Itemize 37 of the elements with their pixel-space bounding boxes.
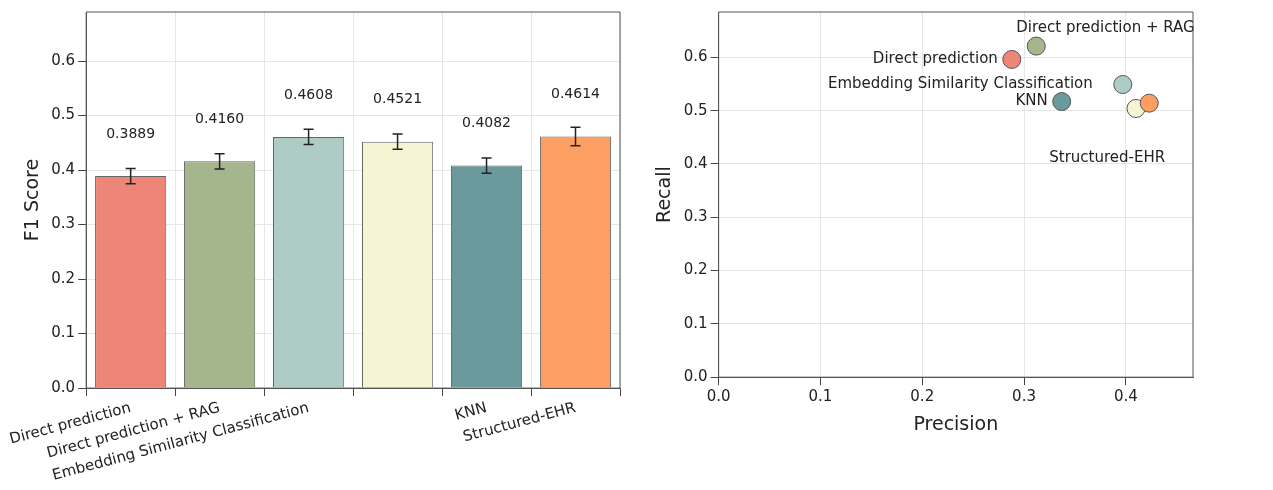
- y-tick-label: 0.2: [683, 260, 708, 279]
- y-axis-title: Recall: [652, 166, 675, 223]
- data-label: 0.4614: [551, 85, 601, 102]
- y-tick-label: 0.5: [683, 100, 708, 119]
- x-tick-label: 0.0: [706, 387, 731, 406]
- data-label: 0.4160: [195, 109, 245, 126]
- y-tick-label: 0.1: [51, 323, 76, 342]
- x-tick-label: 0.4: [1113, 387, 1138, 406]
- y-tick-label: 0.6: [51, 50, 76, 69]
- data-label: 0.4082: [462, 114, 512, 131]
- data-label: 0.4608: [284, 85, 334, 102]
- y-tick-label: 0.4: [683, 153, 708, 172]
- data-label: 0.4521: [373, 90, 423, 107]
- y-tick-label: 0.3: [683, 207, 708, 226]
- y-tick-label: 0.1: [683, 313, 708, 332]
- point: [1002, 49, 1022, 69]
- annotation: Embedding Similarity Classification: [827, 74, 1093, 93]
- y-tick-label: 0.2: [51, 268, 76, 287]
- y-tick-label: 0.4: [51, 159, 76, 178]
- y-tick-label: 0.3: [51, 214, 76, 233]
- point: [1026, 36, 1046, 56]
- y-axis-title: F1 Score: [19, 158, 42, 242]
- annotation: Direct prediction: [872, 49, 998, 68]
- x-tick-label: 0.2: [910, 387, 935, 406]
- annotation: KNN: [1015, 91, 1048, 110]
- x-axis-title: Precision: [913, 411, 999, 434]
- point: [1139, 93, 1159, 113]
- y-tick-label: 0.6: [683, 47, 708, 66]
- x-tick-label: 0.3: [1012, 387, 1036, 406]
- data-label: 0.3889: [106, 124, 156, 141]
- y-tick-label: 0.0: [683, 367, 708, 386]
- annotation: Direct prediction + RAG: [1016, 18, 1195, 37]
- annotation: Structured-EHR: [1049, 148, 1166, 167]
- y-tick-label: 0.5: [51, 105, 76, 124]
- x-tick-label: 0.1: [808, 387, 833, 406]
- point: [1113, 75, 1133, 95]
- point: [1052, 92, 1072, 112]
